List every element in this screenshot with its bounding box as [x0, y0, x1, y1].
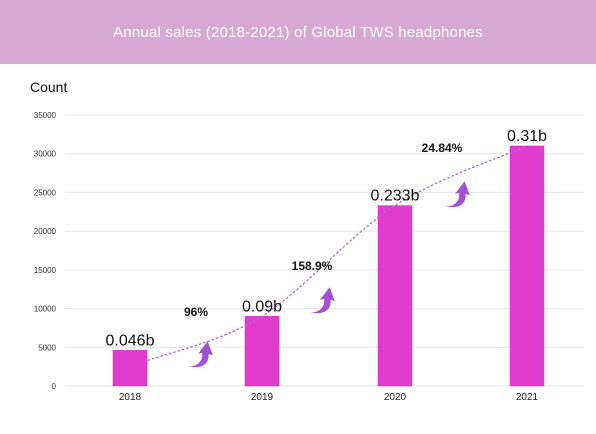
y-axis-label: Count: [30, 79, 67, 95]
growth-rate-label: 24.84%: [422, 141, 463, 155]
y-tick-label: 15000: [34, 266, 57, 275]
y-tick-label: 20000: [34, 227, 57, 236]
y-tick-label: 5000: [38, 343, 56, 352]
curved-up-arrow-icon: [185, 341, 213, 368]
growth-rate-label: 96%: [184, 305, 208, 319]
gridlines: [65, 114, 584, 387]
bar-2018: [112, 350, 148, 387]
y-tick-label: 35000: [34, 111, 57, 120]
y-tick-label: 25000: [34, 188, 57, 197]
growth-rate-label: 158.9%: [292, 259, 333, 273]
bar-2021: [509, 145, 545, 387]
chart-title: Annual sales (2018-2021) of Global TWS h…: [113, 23, 483, 41]
y-tick-label: 10000: [34, 305, 57, 314]
x-axis-ticks: 2018 2019 2020 2021: [119, 392, 539, 403]
data-label: 0.09b: [242, 298, 282, 315]
data-label: 0.31b: [507, 128, 547, 145]
x-tick-label: 2021: [516, 392, 539, 403]
y-tick-label: 0: [52, 382, 57, 391]
data-label: 0.046b: [106, 332, 155, 349]
bar-2019: [244, 316, 280, 387]
title-bar: Annual sales (2018-2021) of Global TWS h…: [0, 0, 596, 64]
bar-2020: [377, 205, 413, 387]
trend-line: [147, 145, 528, 362]
x-tick-label: 2019: [251, 392, 274, 403]
data-label: 0.233b: [371, 188, 420, 205]
data-labels: 0.046b 0.09b 0.233b 0.31b 96% 158.9% 24.84%: [106, 128, 548, 349]
y-axis-ticks: 0 5000 10000 15000 20000 25000 30000 35000: [34, 111, 57, 391]
curved-up-arrow-icon: [307, 287, 335, 314]
curved-up-arrow-icon: [442, 181, 470, 208]
growth-arrows: [185, 181, 470, 368]
x-tick-label: 2018: [119, 392, 142, 403]
bars: [112, 145, 545, 387]
y-tick-label: 30000: [34, 150, 57, 159]
trend-curve: [147, 145, 528, 362]
x-tick-label: 2020: [384, 392, 407, 403]
